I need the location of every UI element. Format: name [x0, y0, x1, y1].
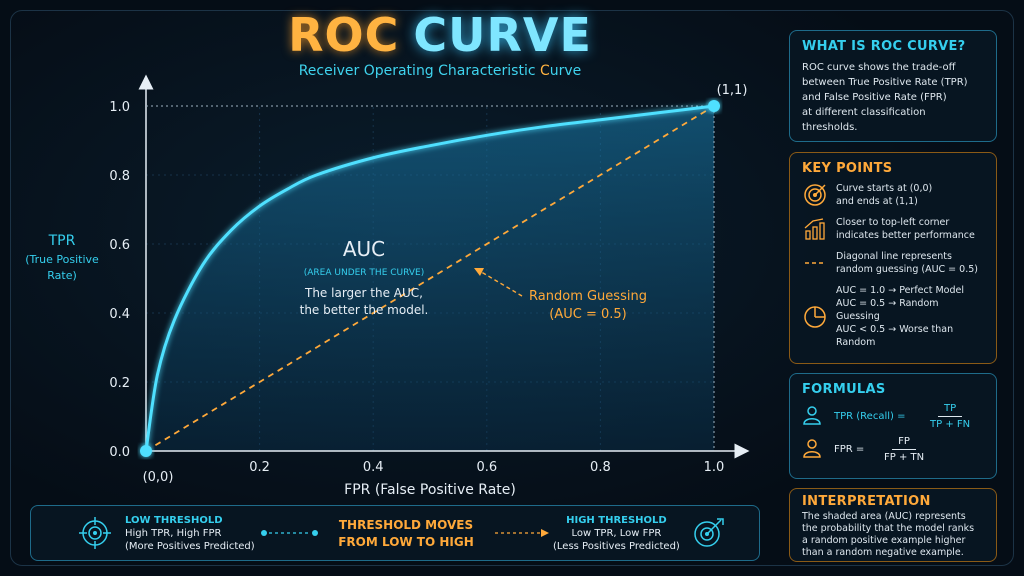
fpr-denominator: FP + TN: [884, 452, 925, 463]
random-guess-pointer: [477, 269, 523, 297]
random-guess-arrowhead: [474, 268, 484, 276]
panel-formulas: FORMULAS TPR (Recall) = TP TP + FN FPR = …: [789, 373, 997, 479]
tpr-denominator: TP + FN: [930, 419, 971, 430]
auc-title: AUC: [343, 237, 385, 261]
interp-line-4: than a random negative example.: [802, 547, 964, 558]
panel-what-line-4: at different classification: [802, 107, 926, 118]
key-point-item: AUC = 1.0 → Perfect Model AUC = 0.5 → Ran…: [802, 284, 984, 349]
y-axis-title-line-2: (True Positive: [25, 253, 99, 266]
low-connector: [261, 530, 318, 536]
random-label-2: (AUC = 0.5): [549, 307, 626, 322]
x-tick-label: 0.2: [249, 460, 270, 475]
panel-what-title: WHAT IS ROC CURVE?: [802, 39, 966, 54]
high-threshold-line-2: (Less Positives Predicted): [553, 541, 680, 552]
auc-text-2: the better the model.: [300, 303, 429, 317]
panel-what-is-roc: WHAT IS ROC CURVE? ROC curve shows the t…: [789, 30, 997, 142]
endpoint-marker: [708, 100, 720, 112]
panel-what-line-5: thresholds.: [802, 122, 858, 133]
random-guess-line: [145, 105, 715, 452]
y-tick-label: 1.0: [109, 100, 130, 115]
y-tick-label: 0.0: [109, 445, 130, 460]
x-tick-label: 0.4: [363, 460, 384, 475]
pie-icon: [802, 304, 828, 330]
interp-line-1: The shaded area (AUC) represents: [802, 511, 966, 522]
key-4-line-2: AUC = 0.5 → Random Guessing: [836, 298, 939, 322]
high-threshold-title: HIGH THRESHOLD: [566, 515, 667, 526]
target-icon: [802, 182, 828, 208]
high-threshold-line-1: Low TPR, Low FPR: [571, 528, 662, 539]
tpr-name: TPR (Recall) =: [834, 411, 906, 422]
y-tick-label: 0.2: [109, 376, 130, 391]
auc-text-1: The larger the AUC,: [304, 286, 423, 300]
panel-what-line-1: ROC curve shows the trade-off: [802, 62, 956, 73]
key-3-line-2: random guessing (AUC = 0.5): [836, 264, 978, 275]
key-1-line-1: Curve starts at (0,0): [836, 183, 933, 194]
threshold-bar: LOW THRESHOLD High TPR, High FPR (More P…: [30, 505, 760, 561]
key-point-item: Diagonal line represents random guessing …: [802, 250, 984, 276]
key-point-item: Closer to top-left corner indicates bette…: [802, 216, 984, 242]
formula-tpr: TPR (Recall) = TP TP + FN: [802, 403, 984, 430]
interp-line-2: the probability that the model ranks: [802, 523, 975, 534]
endpoint-label: (0,0): [143, 470, 174, 485]
low-threshold-line-2: (More Positives Predicted): [125, 541, 255, 552]
y-tick-label: 0.8: [109, 169, 130, 184]
key-1-line-2: and ends at (1,1): [836, 196, 918, 207]
y-tick-label: 0.6: [109, 238, 130, 253]
tick-labels: 0.2 0.4 0.6 0.8 1.0 1.0 0.8 0.6 0.4 0.2 0.0: [109, 100, 724, 475]
fpr-name: FPR =: [834, 444, 865, 455]
low-threshold-title: LOW THRESHOLD: [125, 515, 223, 526]
panel-key-title: KEY POINTS: [802, 161, 893, 176]
key-4-line-1: AUC = 1.0 → Perfect Model: [836, 285, 965, 296]
rising-chart-icon: [802, 216, 828, 242]
title-roc: ROC: [288, 8, 400, 62]
roc-curve-line: [144, 104, 715, 452]
y-tick-label: 0.4: [109, 307, 130, 322]
page-title: ROC CURVE: [250, 8, 630, 62]
x-tick-label: 0.6: [476, 460, 497, 475]
panel-formulas-title: FORMULAS: [802, 382, 886, 397]
fpr-numerator: FP: [892, 436, 916, 450]
interp-line-3: a random positive example higher: [802, 535, 966, 546]
threshold-moves-line-2: FROM LOW TO HIGH: [338, 535, 474, 549]
key-4-line-3: AUC < 0.5 → Worse than Random: [836, 324, 954, 348]
subtitle-suffix: urve: [549, 63, 582, 79]
panel-interpretation: INTERPRETATION The shaded area (AUC) rep…: [789, 488, 997, 562]
endpoint-marker: [140, 445, 152, 457]
endpoints: (0,0) (1,1): [140, 83, 747, 485]
threshold-moves-line-1: THRESHOLD MOVES: [338, 518, 474, 532]
dashed-line-icon: [802, 250, 828, 276]
key-point-item: Curve starts at (0,0) and ends at (1,1): [802, 182, 984, 208]
x-tick-label: 0.8: [590, 460, 611, 475]
panel-what-line-3: and False Positive Rate (FPR): [802, 92, 947, 103]
high-threshold-icon: [691, 517, 725, 553]
x-tick-label: 1.0: [704, 460, 725, 475]
auc-subtitle: (AREA UNDER THE CURVE): [304, 268, 424, 278]
x-axis-title: FPR (False Positive Rate): [344, 482, 516, 498]
panel-what-line-2: between True Positive Rate (TPR): [802, 77, 968, 88]
key-2-line-2: indicates better performance: [836, 230, 975, 241]
y-axis-title-line-1: TPR: [48, 233, 76, 249]
page-subtitle: Receiver Operating Characteristic Curve: [250, 63, 630, 79]
panel-key-points: KEY POINTS Curve starts at (0,0) and ends…: [789, 152, 997, 364]
endpoint-label: (1,1): [717, 83, 748, 98]
low-threshold-icon: [79, 517, 111, 553]
high-connector: [495, 529, 549, 537]
formula-fpr: FPR = FP FP + TN: [802, 436, 984, 463]
subtitle-prefix: Receiver Operating Characteristic: [298, 63, 540, 79]
title-curve: CURVE: [413, 8, 592, 62]
user-icon: [802, 438, 824, 462]
key-3-line-1: Diagonal line represents: [836, 251, 952, 262]
tpr-numerator: TP: [937, 403, 963, 417]
panel-interp-title: INTERPRETATION: [802, 494, 931, 509]
user-icon: [802, 405, 824, 429]
low-threshold-line-1: High TPR, High FPR: [125, 528, 222, 539]
y-axis-title-line-3: Rate): [47, 269, 77, 282]
subtitle-accent: C: [539, 63, 550, 79]
random-label-1: Random Guessing: [529, 289, 647, 304]
key-2-line-1: Closer to top-left corner: [836, 217, 950, 228]
